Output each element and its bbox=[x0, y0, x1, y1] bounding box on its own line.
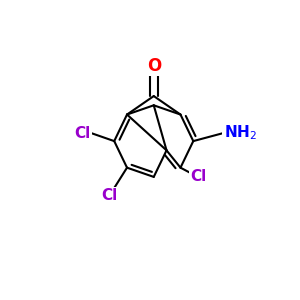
Text: Cl: Cl bbox=[101, 188, 118, 203]
Text: Cl: Cl bbox=[75, 125, 91, 140]
Text: Cl: Cl bbox=[190, 169, 206, 184]
Text: O: O bbox=[147, 57, 161, 75]
Text: NH$_2$: NH$_2$ bbox=[224, 124, 256, 142]
